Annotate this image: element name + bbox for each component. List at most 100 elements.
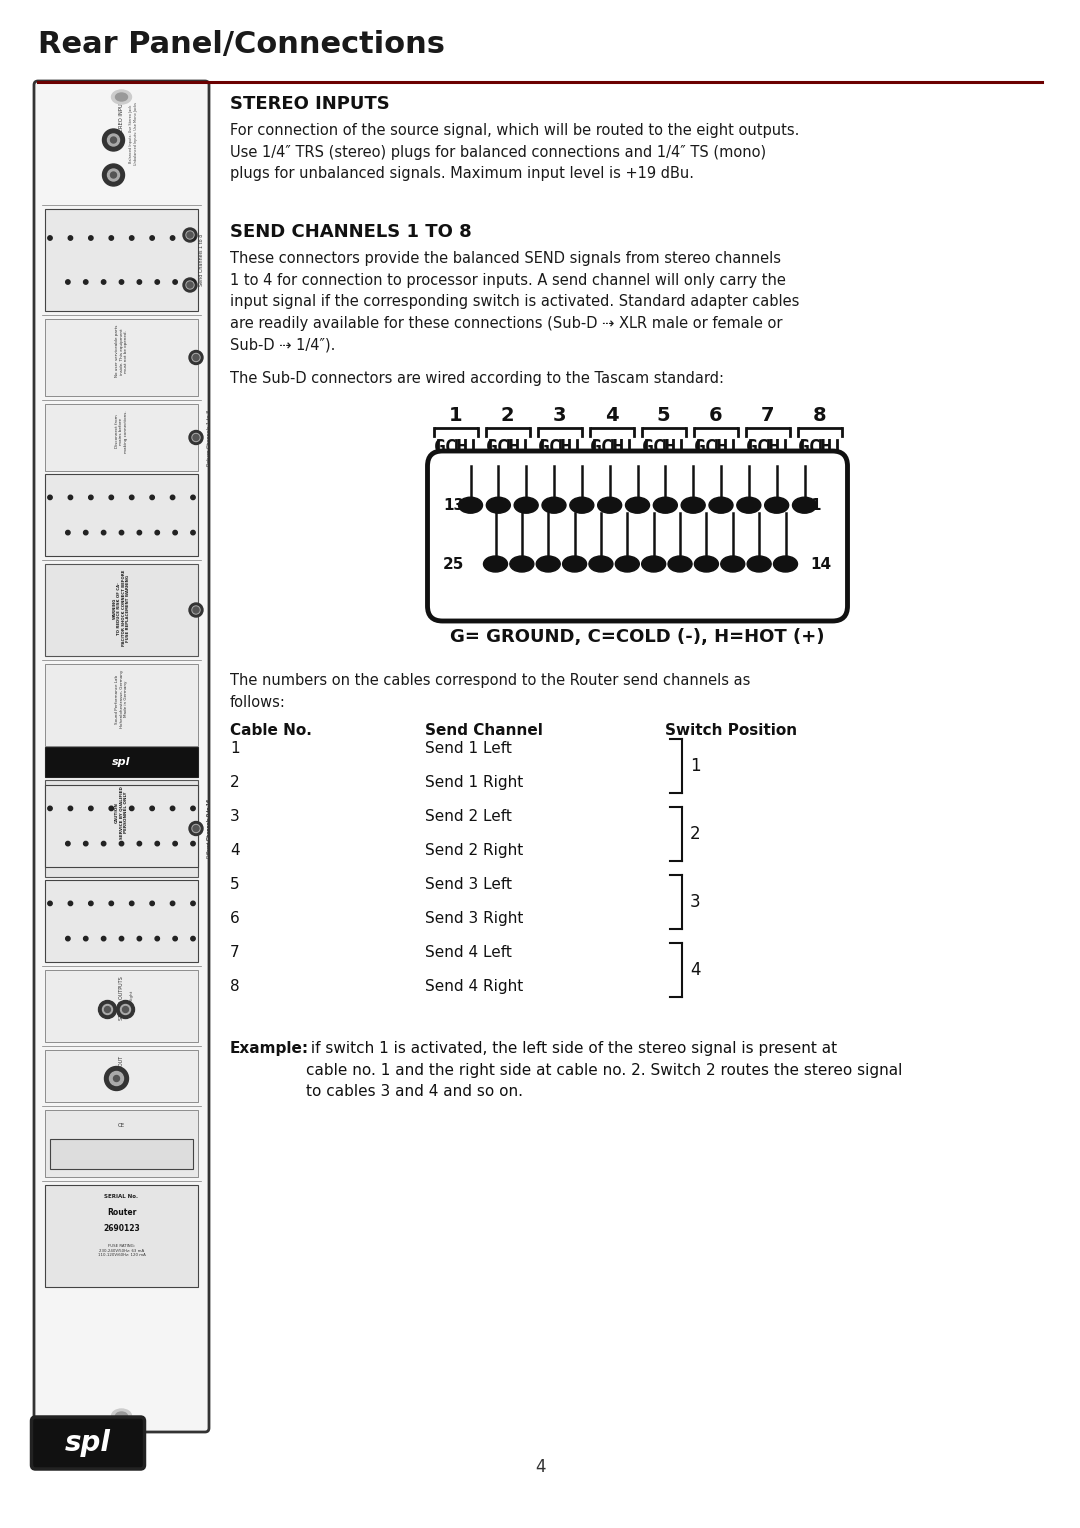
Ellipse shape — [116, 93, 127, 101]
Text: Left   Right: Left Right — [130, 992, 134, 1013]
Circle shape — [89, 495, 93, 500]
Text: Return Channels 1 to 8: Return Channels 1 to 8 — [207, 410, 212, 466]
Ellipse shape — [616, 556, 639, 571]
Circle shape — [191, 280, 195, 284]
Text: Rear Panel/Connections: Rear Panel/Connections — [38, 31, 445, 60]
Circle shape — [193, 607, 199, 613]
Circle shape — [103, 163, 124, 186]
Circle shape — [66, 937, 70, 941]
Text: CE: CE — [118, 1123, 125, 1128]
Circle shape — [189, 822, 203, 836]
Circle shape — [109, 1071, 123, 1085]
Text: The numbers on the cables correspond to the Router send channels as
follows:: The numbers on the cables correspond to … — [230, 672, 751, 709]
Circle shape — [137, 937, 141, 941]
Text: GCH: GCH — [538, 439, 572, 457]
Circle shape — [193, 434, 199, 440]
Circle shape — [109, 807, 113, 810]
Circle shape — [192, 353, 200, 362]
Circle shape — [189, 604, 203, 617]
FancyBboxPatch shape — [45, 665, 198, 746]
Circle shape — [187, 283, 193, 287]
Circle shape — [102, 530, 106, 535]
Circle shape — [192, 434, 200, 442]
Text: Send Channel: Send Channel — [426, 723, 543, 738]
Text: GCH: GCH — [693, 439, 729, 457]
Circle shape — [189, 431, 203, 445]
Text: GCH: GCH — [642, 439, 677, 457]
Circle shape — [173, 937, 177, 941]
Circle shape — [191, 530, 195, 535]
Circle shape — [89, 235, 93, 240]
Circle shape — [121, 1004, 131, 1015]
Circle shape — [150, 235, 154, 240]
Text: Send 3 Right: Send 3 Right — [426, 911, 524, 926]
Ellipse shape — [589, 556, 613, 571]
Text: Sound Performance Lab
Hohenlohestrasse, Germany
Made in Germany: Sound Performance Lab Hohenlohestrasse, … — [114, 669, 129, 729]
Circle shape — [150, 807, 154, 810]
Circle shape — [68, 235, 72, 240]
Circle shape — [156, 530, 160, 535]
Circle shape — [119, 842, 124, 847]
Ellipse shape — [625, 497, 649, 513]
FancyBboxPatch shape — [45, 1186, 198, 1287]
Text: 5: 5 — [230, 877, 240, 892]
Circle shape — [83, 530, 87, 535]
Text: 2690123: 2690123 — [103, 1224, 140, 1233]
Text: STEREO OUTPUTS: STEREO OUTPUTS — [119, 976, 124, 1019]
Text: Disconnect from
mains before
making connections.: Disconnect from mains before making conn… — [114, 410, 129, 452]
FancyBboxPatch shape — [45, 1109, 198, 1177]
Circle shape — [83, 937, 87, 941]
Circle shape — [119, 530, 124, 535]
Ellipse shape — [563, 556, 586, 571]
Circle shape — [183, 228, 197, 241]
Text: Router: Router — [107, 1209, 136, 1216]
Text: GCH: GCH — [433, 439, 469, 457]
Circle shape — [156, 937, 160, 941]
Text: 2: 2 — [230, 775, 240, 790]
Circle shape — [156, 842, 160, 847]
Text: Return Channels 9 to 16: Return Channels 9 to 16 — [207, 799, 212, 859]
Circle shape — [68, 495, 72, 500]
Circle shape — [102, 280, 106, 284]
Circle shape — [83, 842, 87, 847]
Ellipse shape — [773, 556, 797, 571]
Ellipse shape — [793, 497, 816, 513]
Circle shape — [109, 235, 113, 240]
Text: 13: 13 — [444, 498, 464, 513]
Text: Send 4 Right: Send 4 Right — [426, 979, 523, 995]
Text: No user serviceable parts
inside. This equipment
must not be opened.: No user serviceable parts inside. This e… — [114, 325, 129, 377]
Circle shape — [173, 842, 177, 847]
Ellipse shape — [669, 556, 692, 571]
Circle shape — [109, 902, 113, 906]
Circle shape — [137, 842, 141, 847]
Text: 4: 4 — [605, 406, 619, 425]
Circle shape — [89, 902, 93, 906]
Text: 1: 1 — [448, 406, 462, 425]
Circle shape — [48, 235, 52, 240]
Text: Send 2 Right: Send 2 Right — [426, 843, 523, 859]
Text: 2: 2 — [501, 406, 514, 425]
Text: GCH: GCH — [745, 439, 781, 457]
Text: SERIAL No.: SERIAL No. — [105, 1193, 138, 1199]
Circle shape — [66, 842, 70, 847]
Circle shape — [89, 807, 93, 810]
Text: These connectors provide the balanced SEND signals from stereo channels
1 to 4 f: These connectors provide the balanced SE… — [230, 251, 799, 353]
Ellipse shape — [694, 556, 718, 571]
FancyBboxPatch shape — [45, 747, 198, 778]
Text: 8: 8 — [812, 406, 826, 425]
Text: 7: 7 — [760, 406, 774, 425]
Circle shape — [110, 138, 117, 144]
Ellipse shape — [765, 497, 788, 513]
Text: 5: 5 — [657, 406, 671, 425]
Circle shape — [102, 937, 106, 941]
Circle shape — [187, 232, 193, 238]
Circle shape — [105, 1067, 129, 1091]
FancyBboxPatch shape — [45, 319, 198, 396]
Text: STEREO INPUTS: STEREO INPUTS — [230, 95, 390, 113]
Text: 4: 4 — [690, 961, 701, 979]
Text: SEND CHANNELS 1 TO 8: SEND CHANNELS 1 TO 8 — [230, 223, 472, 241]
Text: 3: 3 — [690, 892, 701, 911]
Circle shape — [103, 128, 124, 151]
Ellipse shape — [486, 497, 511, 513]
Text: if switch 1 is activated, the left side of the stereo signal is present at
cable: if switch 1 is activated, the left side … — [306, 1041, 903, 1099]
